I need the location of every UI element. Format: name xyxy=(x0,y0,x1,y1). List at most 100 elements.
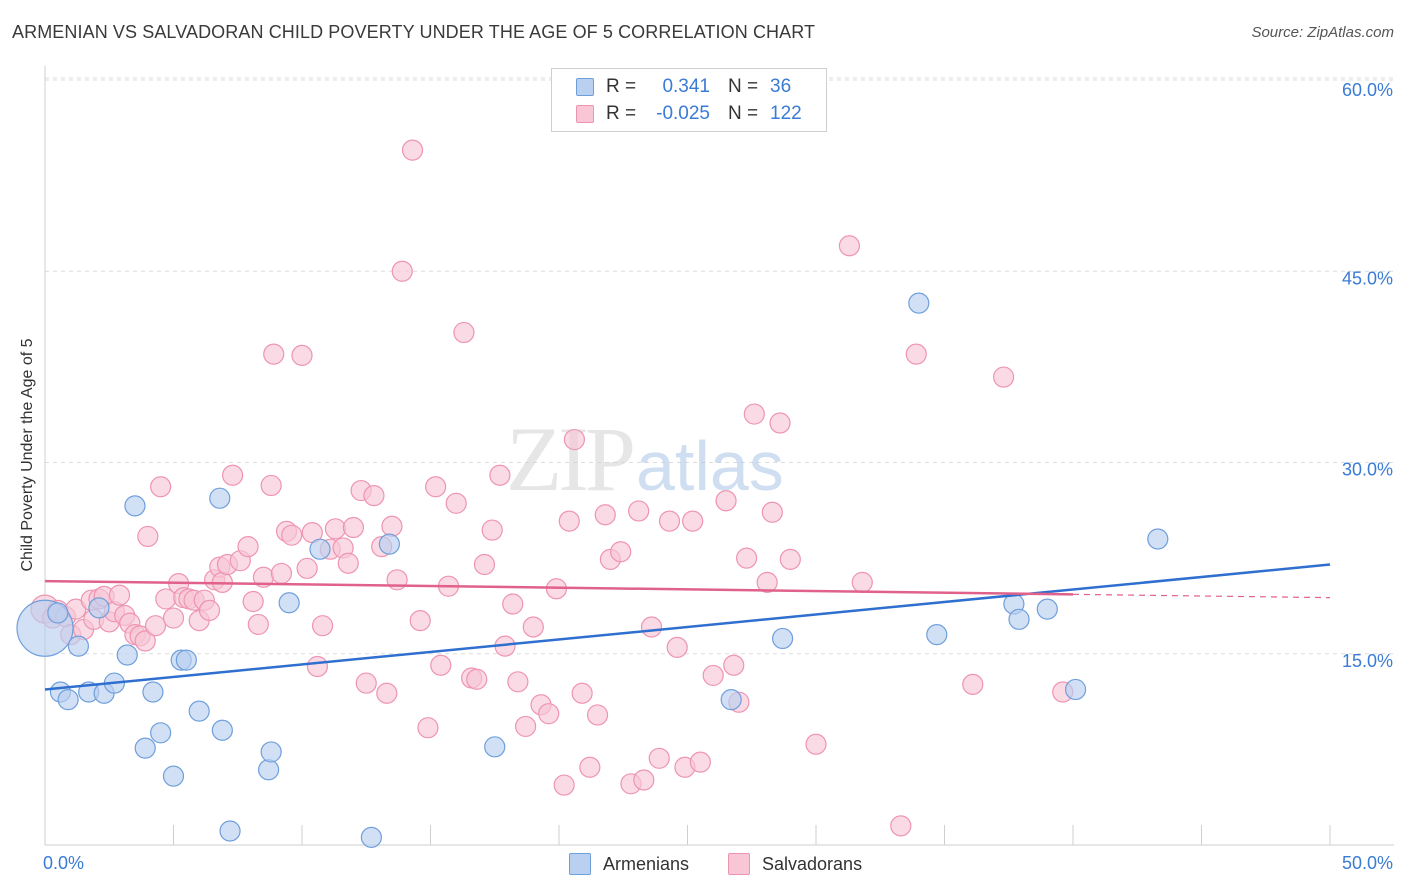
salvadoran-point xyxy=(137,525,159,548)
salvadorans-swatch xyxy=(576,105,594,123)
armenian-point xyxy=(67,635,90,657)
salvadoran-point xyxy=(890,815,912,837)
salvadoran-point xyxy=(723,654,745,676)
armenian-point xyxy=(124,495,146,517)
salvadorans-trend-extension xyxy=(1072,593,1331,599)
salvadoran-point xyxy=(247,613,269,636)
salvadoran-point xyxy=(150,476,172,498)
armenians-points xyxy=(16,292,1169,848)
x-tick-label: 50.0% xyxy=(1342,853,1393,873)
y-axis-label: Child Poverty Under the Age of 5 xyxy=(19,338,36,572)
salvadoran-point xyxy=(522,616,544,638)
armenian-point xyxy=(162,765,185,787)
stats-row-salvadorans: R = -0.025 N = 122 xyxy=(576,102,802,126)
salvadoran-point xyxy=(743,403,765,425)
salvadoran-point xyxy=(222,464,244,486)
salvadoran-point xyxy=(563,428,586,451)
salvadoran-point xyxy=(417,717,439,739)
salvadoran-point xyxy=(993,366,1015,388)
salvadoran-point xyxy=(715,490,737,512)
salvadoran-point xyxy=(409,609,431,632)
salvadoran-point xyxy=(481,519,503,541)
n-label: N = xyxy=(728,103,759,124)
armenian-point xyxy=(260,741,282,763)
n-label: N = xyxy=(728,76,759,97)
salvadoran-point xyxy=(962,673,984,695)
salvadoran-point xyxy=(425,476,447,498)
salvadoran-point xyxy=(502,593,524,615)
salvadoran-point xyxy=(756,571,778,593)
armenian-point xyxy=(142,681,164,703)
salvadoran-point xyxy=(648,747,670,769)
armenian-point xyxy=(188,700,210,722)
salvadoran-point xyxy=(281,524,303,546)
x-tick-label: 0.0% xyxy=(43,853,84,873)
r-value: -0.025 xyxy=(656,103,710,124)
legend-salvadorans[interactable]: Salvadorans xyxy=(728,852,862,876)
armenian-point xyxy=(150,722,172,744)
salvadoran-point xyxy=(342,516,364,539)
armenians-swatch xyxy=(576,78,594,96)
stats-box: R = 0.341 N = 36 R = -0.025 N = 122 xyxy=(551,68,827,132)
salvadoran-point xyxy=(571,682,593,704)
salvadoran-point xyxy=(134,630,156,652)
salvadoran-point xyxy=(337,552,359,574)
salvadoran-point xyxy=(633,769,655,791)
salvadoran-point xyxy=(466,668,488,690)
axes xyxy=(44,66,1394,846)
salvadoran-point xyxy=(666,636,688,658)
armenian-point xyxy=(211,719,233,741)
salvadorans-trend-line xyxy=(44,579,1074,596)
chart-title: ARMENIAN VS SALVADORAN CHILD POVERTY UND… xyxy=(12,22,816,42)
salvadoran-point xyxy=(270,562,293,585)
armenian-point xyxy=(47,602,69,624)
salvadoran-point xyxy=(108,584,131,606)
legend-salvadorans-swatch xyxy=(728,853,750,875)
armenians-trend-line xyxy=(44,563,1331,691)
salvadoran-point xyxy=(198,599,221,622)
salvadoran-point xyxy=(306,655,329,678)
legend-armenians-swatch xyxy=(569,853,591,875)
salvadoran-point xyxy=(363,485,385,507)
armenian-point xyxy=(175,649,197,671)
salvadoran-point xyxy=(553,774,575,796)
trend-lines xyxy=(44,563,1331,691)
armenian-point xyxy=(257,759,280,781)
r-label: R = xyxy=(606,103,637,124)
y-tick-label: 30.0% xyxy=(1342,460,1393,480)
legend-armenians-label: Armenians xyxy=(603,853,690,874)
salvadoran-point xyxy=(640,616,663,638)
salvadoran-point xyxy=(445,492,467,514)
legend-salvadorans-label: Salvadorans xyxy=(762,853,863,874)
salvadoran-point xyxy=(579,756,601,778)
salvadoran-point xyxy=(355,672,377,694)
salvadoran-point xyxy=(514,715,537,738)
salvadoran-point xyxy=(851,571,873,593)
salvadoran-point xyxy=(242,590,264,613)
n-value: 36 xyxy=(770,76,792,97)
source-credit: Source: ZipAtlas.com xyxy=(1251,24,1394,41)
salvadoran-point xyxy=(905,343,927,365)
armenian-point xyxy=(116,644,138,666)
salvadoran-point xyxy=(736,547,758,569)
armenian-point xyxy=(484,736,506,758)
salvadoran-point xyxy=(838,235,861,257)
salvadoran-point xyxy=(761,501,783,523)
legend-armenians[interactable]: Armenians xyxy=(569,852,689,876)
salvadoran-point xyxy=(507,671,529,693)
watermark-atlas: atlas xyxy=(636,427,784,505)
r-value: 0.341 xyxy=(662,76,710,97)
armenian-point xyxy=(219,820,241,842)
salvadoran-point xyxy=(237,536,259,558)
armenian-point xyxy=(771,627,794,650)
salvadoran-point xyxy=(430,654,452,676)
armenian-point xyxy=(1008,608,1030,630)
salvadoran-point xyxy=(558,510,580,532)
y-tick-label: 15.0% xyxy=(1342,651,1393,671)
armenian-point xyxy=(360,826,382,848)
stats-row-armenians: R = 0.341 N = 36 xyxy=(576,75,791,99)
salvadoran-point xyxy=(594,504,616,526)
armenian-point xyxy=(720,689,742,711)
y-tick-labels: 15.0% 30.0% 45.0% 60.0% xyxy=(1342,80,1393,671)
